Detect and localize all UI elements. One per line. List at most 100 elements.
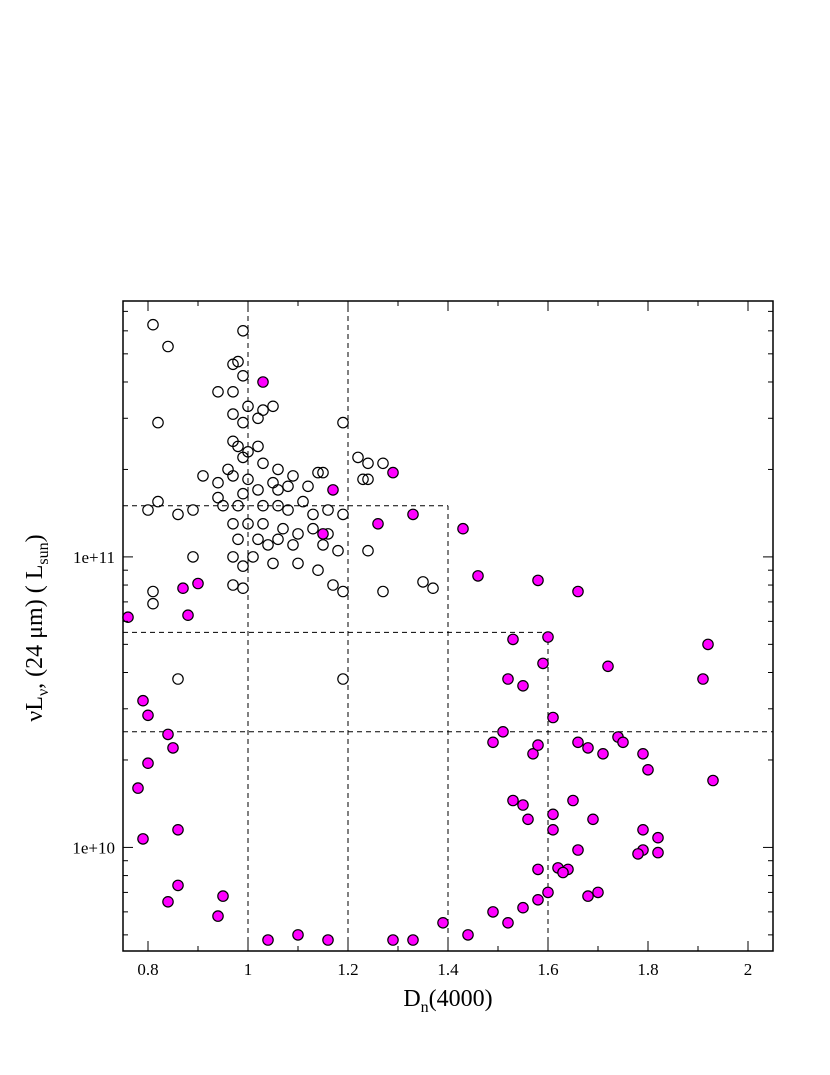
open-point-29 [227, 470, 239, 482]
open-point-47 [187, 504, 199, 516]
open-point-58 [242, 517, 254, 530]
filled-point-74 [517, 799, 529, 811]
plot-frame [122, 300, 774, 952]
open-point-73 [247, 551, 259, 563]
open-point-52 [282, 504, 294, 516]
filled-point-62 [572, 844, 584, 856]
open-point-56 [337, 508, 349, 521]
filled-point-47 [582, 742, 594, 754]
open-point-6 [237, 369, 249, 382]
data-points [122, 318, 719, 946]
y-axis-title-mid: , (24 μm) ( L [22, 565, 48, 689]
open-point-50 [257, 499, 269, 512]
filled-point-40 [602, 660, 614, 673]
open-point-5 [232, 355, 244, 368]
filled-point-10 [172, 879, 184, 892]
filled-point-42 [697, 673, 709, 685]
filled-point-48 [597, 747, 609, 760]
filled-point-67 [582, 890, 594, 902]
filled-point-61 [652, 846, 664, 859]
open-point-55 [322, 504, 334, 516]
open-point-88 [172, 673, 184, 685]
filled-point-3 [137, 694, 149, 707]
open-point-54 [307, 508, 319, 521]
filled-point-70 [542, 886, 554, 899]
open-point-34 [317, 466, 329, 479]
filled-point-50 [617, 736, 629, 749]
open-point-9 [242, 400, 254, 413]
open-point-25 [352, 451, 364, 464]
open-point-20 [252, 440, 264, 453]
x-tick-label-3: 1.2 [337, 960, 358, 979]
filled-point-54 [567, 794, 579, 807]
open-point-28 [197, 470, 209, 482]
open-point-71 [187, 551, 199, 563]
filled-point-36 [572, 585, 584, 598]
filled-point-17 [262, 934, 274, 946]
axis-ticks: 0.8 1 1.2 1.4 1.6 1.8 2 1e+10 1e+11 [72, 301, 773, 979]
filled-point-11 [172, 823, 184, 836]
filled-point-41 [702, 638, 714, 651]
open-point-46 [172, 508, 184, 521]
open-point-40 [282, 480, 294, 493]
filled-point-68 [532, 863, 544, 876]
filled-point-26 [517, 901, 529, 914]
open-point-24 [212, 476, 224, 489]
filled-point-6 [142, 709, 154, 722]
filled-point-57 [637, 823, 649, 836]
filled-point-37 [507, 633, 519, 646]
open-point-32 [287, 470, 299, 482]
filled-point-52 [642, 763, 654, 776]
x-tick-label-1: 0.8 [137, 960, 158, 979]
open-point-45 [142, 504, 154, 516]
filled-point-19 [322, 934, 334, 946]
x-axis-title-rest: (4000) [429, 986, 493, 1012]
open-point-64 [232, 533, 244, 546]
filled-point-53 [707, 774, 719, 787]
filled-point-30 [317, 528, 329, 540]
filled-point-27 [257, 376, 269, 388]
open-point-87 [427, 582, 439, 594]
open-point-80 [147, 597, 159, 610]
y-axis-title-sub-nu: ν [35, 689, 52, 696]
open-point-77 [237, 560, 249, 572]
filled-point-13 [182, 609, 194, 621]
filled-point-25 [502, 916, 514, 929]
filled-point-2 [132, 782, 144, 794]
open-point-82 [237, 582, 249, 594]
open-point-79 [147, 585, 159, 598]
open-point-60 [277, 522, 289, 535]
open-point-75 [292, 557, 304, 570]
y-axis-title: νLν, (24 μm) ( Lsun) [22, 534, 52, 721]
x-axis-title-main: D [403, 986, 420, 1012]
open-point-78 [362, 544, 374, 557]
open-point-16 [337, 416, 349, 429]
filled-point-16 [217, 890, 229, 902]
filled-point-76 [532, 739, 544, 751]
open-point-13 [227, 408, 239, 420]
filled-point-45 [547, 711, 559, 724]
filled-point-21 [407, 934, 419, 946]
open-point-44 [152, 495, 164, 508]
guide-lines [123, 301, 773, 951]
filled-point-14 [192, 577, 204, 590]
open-point-85 [377, 585, 389, 598]
open-point-43 [362, 473, 374, 486]
open-point-49 [232, 499, 244, 512]
open-point-57 [227, 517, 239, 530]
filled-point-56 [587, 813, 599, 826]
open-point-76 [312, 564, 324, 576]
open-point-72 [227, 551, 239, 563]
open-point-59 [257, 517, 269, 530]
y-tick-label-2: 1e+11 [73, 548, 115, 567]
x-tick-label-7: 2 [744, 960, 753, 979]
filled-point-23 [437, 916, 449, 929]
open-point-30 [242, 473, 254, 486]
filled-point-46 [572, 736, 584, 749]
open-point-10 [257, 404, 269, 416]
open-point-18 [232, 440, 244, 453]
open-point-83 [327, 579, 339, 591]
open-point-26 [362, 457, 374, 470]
